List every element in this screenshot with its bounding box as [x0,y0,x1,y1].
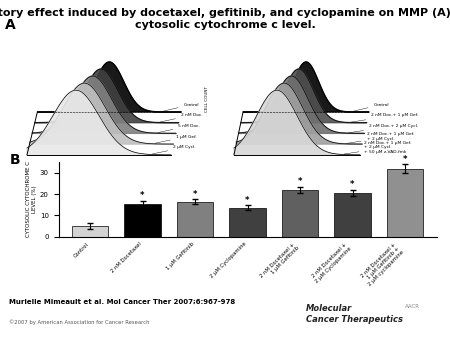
Bar [176,201,213,237]
Text: 2 nM Doc.+ 1 μM Gef.: 2 nM Doc.+ 1 μM Gef. [351,113,418,122]
Bar [72,226,108,237]
Text: B: B [9,153,20,167]
Bar [124,204,161,237]
Bar [387,169,423,237]
Polygon shape [241,69,367,123]
Text: 2 nM Doc.+ 1 μM Gef.
+ 2 μM Cycl.: 2 nM Doc.+ 1 μM Gef. + 2 μM Cycl. [346,132,414,143]
Polygon shape [35,69,179,123]
Text: MITOCHONDRIAL MEMBRANE POTENTIAL
(DiOC₆(3) FLUORESCENCE INTENSITY): MITOCHONDRIAL MEMBRANE POTENTIAL (DiOC₆(… [60,173,144,181]
Text: *: * [140,192,145,200]
Text: 2 nM Doc.+ 1 μM Gef.
+ 2 μM Cycl.
+ 50 μM z-VAD-fmk: 2 nM Doc.+ 1 μM Gef. + 2 μM Cycl. + 50 μ… [344,141,412,154]
Polygon shape [243,62,369,112]
Text: 2 nM Doc.: 2 nM Doc. [160,113,202,122]
Polygon shape [30,83,174,144]
Text: 5 nM Doc.: 5 nM Doc. [158,124,200,132]
Text: *: * [403,155,407,164]
Text: 2 μM Cycl.: 2 μM Cycl. [153,145,196,154]
Bar [334,193,371,237]
Text: *: * [245,196,250,205]
Text: A: A [4,18,15,32]
Text: CELL COUNT: CELL COUNT [0,86,2,112]
Text: Stimulatory effect induced by docetaxel, gefitinib, and cyclopamine on MMP (A) a: Stimulatory effect induced by docetaxel,… [0,8,450,30]
Y-axis label: CYTOSOLIC CYTOCHROME C
LEVEL (%): CYTOSOLIC CYTOCHROME C LEVEL (%) [26,162,37,237]
Bar [282,190,319,237]
Text: *: * [350,180,355,189]
Text: Molecular
Cancer Therapeutics: Molecular Cancer Therapeutics [306,304,403,323]
Text: *: * [298,177,302,186]
Polygon shape [234,90,360,155]
Text: Control: Control [163,102,199,111]
Text: 1 μM Gef.: 1 μM Gef. [155,135,197,143]
Bar [229,208,266,237]
Polygon shape [32,76,176,134]
Text: *: * [193,190,197,199]
Text: ©2007 by American Association for Cancer Research: ©2007 by American Association for Cancer… [9,319,149,325]
Text: MITOCHONDRIAL MEMBRANE POTENTIAL
(DiOC₆(3) FLUORESCENCE INTENSITY): MITOCHONDRIAL MEMBRANE POTENTIAL (DiOC₆(… [258,173,342,181]
Polygon shape [27,90,171,155]
Text: AACR: AACR [405,304,420,309]
Polygon shape [238,76,364,134]
Text: Control: Control [353,102,389,111]
Polygon shape [37,62,181,112]
Text: Murielle Mimeault et al. Mol Cancer Ther 2007;6:967-978: Murielle Mimeault et al. Mol Cancer Ther… [9,299,235,305]
Text: CELL COUNT: CELL COUNT [205,86,209,112]
Text: 2 nM Doc.+ 2 μM Cycl.: 2 nM Doc.+ 2 μM Cycl. [349,124,418,133]
Polygon shape [236,83,362,144]
